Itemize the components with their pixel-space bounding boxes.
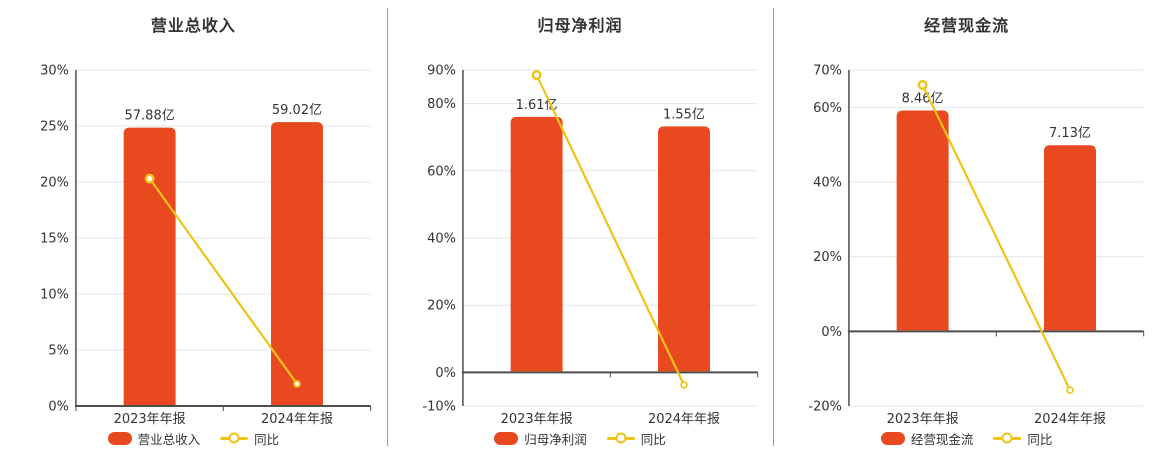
panel-divider (773, 8, 775, 446)
y-axis-tick-label: 20% (427, 299, 456, 314)
y-axis-tick-label: -10% (422, 399, 456, 414)
y-axis-tick-label: 60% (813, 101, 842, 116)
bar-2023年年报[interactable] (510, 116, 563, 372)
bar-value-label: 57.88亿 (125, 109, 175, 124)
legend-item-yoy-line[interactable]: 同比 (993, 429, 1052, 448)
line-series-marker-icon (220, 431, 249, 445)
bar-2024年年报[interactable] (657, 126, 710, 372)
bar-value-label: 59.02亿 (272, 103, 322, 118)
y-axis-tick-label: 0% (435, 366, 456, 381)
y-axis-tick-label: -20% (809, 399, 843, 414)
yoy-point-2024年年报[interactable] (1066, 386, 1075, 394)
legend-item-bar-series[interactable]: 经营现金流 (880, 429, 974, 448)
cash-flow-chart-canvas: 70% 60% 40% 20% 0% -20% 8.46亿 7.13亿 2023年年报 2024年… (809, 63, 1145, 427)
chart-legend: 归母净利润 同比 (387, 429, 774, 447)
y-axis-tick-label: 0% (48, 399, 69, 414)
bar-2023年年报[interactable] (896, 110, 949, 331)
legend-label: 同比 (640, 431, 666, 447)
legend-item-bar-series[interactable]: 归母净利润 (494, 429, 587, 448)
yoy-point-2023年年报[interactable] (144, 173, 155, 184)
bar-value-label: 1.61亿 (515, 98, 557, 113)
legend-item-yoy-line[interactable]: 同比 (606, 429, 666, 448)
bar-series-swatch-icon (107, 431, 132, 445)
yoy-point-2024年年报[interactable] (293, 380, 301, 388)
chart-title: 归母净利润 (537, 16, 623, 35)
bar-2024年年报[interactable] (271, 122, 323, 405)
y-axis-tick-label: 5% (48, 343, 69, 358)
x-axis-category-label: 2024年年报 (648, 412, 720, 427)
x-axis-category-label: 2024年年报 (1034, 412, 1106, 427)
bar-2024年年报[interactable] (1044, 145, 1097, 331)
yoy-point-2023年年报[interactable] (917, 79, 928, 90)
y-axis-tick-label: 40% (427, 231, 456, 246)
y-axis-tick-label: 80% (427, 97, 456, 112)
y-axis-tick-label: 20% (813, 250, 842, 265)
x-axis-category-label: 2023年年报 (887, 412, 959, 427)
y-axis-tick-label: 90% (427, 63, 456, 78)
chart-legend: 经营现金流 同比 (773, 429, 1160, 447)
chart-panel-operating-revenue: 营业总收入 30% 25% 20% 15% 10% 5% 0% 57.88亿 59.02亿 202… (0, 0, 387, 450)
chart-title: 经营现金流 (924, 16, 1010, 35)
y-axis-tick-label: 25% (40, 119, 69, 134)
yoy-line (148, 177, 299, 386)
legend-label: 经营现金流 (910, 431, 974, 447)
legend-label: 归母净利润 (524, 431, 587, 447)
y-axis-tick-label: 30% (40, 63, 69, 78)
legend-label: 同比 (1027, 431, 1053, 447)
bar-value-label: 8.46亿 (902, 92, 944, 107)
legend-item-bar-series[interactable]: 营业总收入 (107, 429, 201, 448)
legend-label: 营业总收入 (137, 431, 201, 447)
legend-item-yoy-line[interactable]: 同比 (220, 429, 279, 448)
chart-panel-net-profit: 归母净利润 90% 80% 60% 40% 20% 0% -10% 1.61亿 1.55亿 202… (387, 0, 774, 450)
x-axis-category-label: 2023年年报 (500, 412, 572, 427)
chart-panel-operating-cash-flow: 经营现金流 70% 60% 40% 20% 0% -20% 8.46亿 7.13亿 2023年年… (773, 0, 1160, 450)
yoy-point-2024年年报[interactable] (679, 381, 688, 389)
yoy-line (921, 83, 1072, 392)
yoy-point-2023年年报[interactable] (531, 70, 542, 81)
chart-title: 营业总收入 (150, 16, 236, 35)
line-series-marker-icon (606, 431, 635, 445)
bar-2023年年报[interactable] (123, 127, 176, 405)
bar-value-label: 7.13亿 (1049, 126, 1091, 141)
panel-divider (386, 8, 388, 446)
bar-series-swatch-icon (880, 431, 905, 445)
net-profit-chart-canvas: 90% 80% 60% 40% 20% 0% -10% 1.61亿 1.55亿 2023年年报 20… (422, 63, 758, 427)
yoy-line (535, 73, 685, 387)
line-series-marker-icon (993, 431, 1022, 445)
y-axis-tick-label: 15% (40, 231, 69, 246)
y-axis-tick-label: 20% (40, 175, 69, 190)
bar-value-label: 1.55亿 (663, 107, 705, 122)
y-axis-tick-label: 40% (813, 175, 842, 190)
revenue-chart-canvas: 30% 25% 20% 15% 10% 5% 0% 57.88亿 59.02亿 2023年年报 20… (40, 63, 372, 427)
x-axis-category-label: 2024年年报 (261, 412, 333, 427)
y-axis-tick-label: 10% (40, 287, 69, 302)
x-axis-category-label: 2023年年报 (114, 412, 186, 427)
y-axis-tick-label: 70% (813, 63, 842, 78)
chart-legend: 营业总收入 同比 (0, 429, 387, 447)
y-axis-tick-label: 60% (427, 164, 456, 179)
legend-label: 同比 (254, 431, 280, 447)
bar-series-swatch-icon (494, 431, 519, 445)
y-axis-tick-label: 0% (822, 325, 843, 340)
